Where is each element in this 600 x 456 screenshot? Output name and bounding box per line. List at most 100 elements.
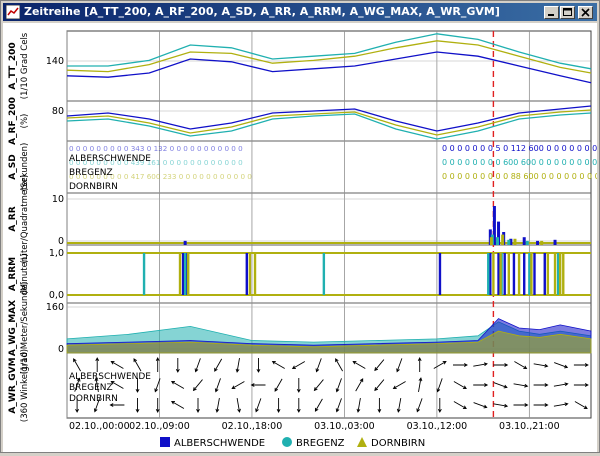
maximize-button[interactable]: [560, 6, 575, 19]
wind-arrow: [276, 398, 281, 413]
sd-station-label: ALBERSCHWENDE: [69, 154, 151, 164]
wind-arrow: [94, 377, 99, 392]
wind-arrow: [433, 361, 447, 369]
wind-arrow: [574, 401, 588, 409]
wind-arrow: [236, 398, 241, 413]
legend-triangle-icon: [357, 437, 367, 447]
plot-area: 0 0 0 0 0 0 0 0 0 343 0 132 0 0 0 0 0 0 …: [3, 23, 600, 452]
wind-arrow: [95, 357, 100, 372]
wind-arrow: [335, 378, 342, 393]
wind-arrow: [154, 378, 161, 393]
tt-line-bregenz: [67, 33, 592, 70]
sd-values-after: 0 0 0 0 0 0 0 5 0 112 600 0 0 0 0 0 0 0 …: [442, 144, 597, 153]
sd-station-label: BREGENZ: [69, 168, 113, 178]
wind-arrow: [194, 358, 201, 373]
wind-arrow: [133, 358, 142, 372]
wind-arrow: [355, 378, 364, 392]
rrm-event-bregenz: [183, 253, 187, 295]
panel-unit-sd: (Sekunden): [20, 143, 30, 192]
legend-label: DORNBIRN: [371, 438, 425, 449]
panel-unit-rr: (Liter/Quadratmeter): [20, 175, 30, 264]
panel-ylabel-sd: A_SD: [8, 154, 18, 179]
panel-unit-wg: (1/10 Meter/Sekunde): [20, 282, 30, 375]
wind-arrow: [453, 401, 467, 409]
maximize-icon: [563, 8, 572, 16]
rr-bar-dornbirn: [489, 237, 493, 245]
rrm-event-alberschwende: [523, 253, 526, 295]
wind-arrow: [533, 363, 549, 368]
wind-arrow: [417, 357, 422, 372]
rr-bar-dornbirn: [513, 238, 517, 245]
sd-values-before: 0 0 0 0 0 0 0 0 0 343 0 132 0 0 0 0 0 0 …: [69, 144, 243, 153]
wind-arrow: [573, 363, 589, 367]
rr-bar-alberschwende: [497, 221, 501, 245]
wind-arrow: [473, 362, 488, 367]
y-tick-label: 0,0: [49, 290, 64, 301]
legend-square-icon: [160, 437, 170, 447]
rrm-event-bregenz: [142, 253, 146, 295]
wind-arrow: [110, 381, 124, 389]
wind-arrow: [377, 398, 382, 413]
wind-arrow: [573, 383, 589, 387]
rr-bar-alberschwende: [536, 240, 540, 245]
panel-unit-wr: (360 Winkelgrad): [20, 349, 30, 422]
wind-arrow: [416, 398, 423, 413]
wind-arrow: [335, 358, 343, 372]
rr-bar-bregenz: [507, 239, 511, 245]
wind-arrow: [473, 402, 488, 409]
wind-arrow: [214, 378, 221, 393]
panel-ylabel-tt: A_TT_200: [8, 42, 18, 89]
rrm-event-alberschwende: [245, 253, 249, 295]
rrm-event-dornbirn: [562, 253, 565, 295]
wind-arrow: [296, 378, 301, 393]
close-icon: [581, 8, 590, 17]
rrm-event-dornbirn: [253, 253, 257, 295]
rf-line-bregenz: [66, 112, 592, 140]
wind-arrow: [170, 381, 185, 389]
wind-arrow: [291, 361, 306, 369]
rr-bar-alberschwende: [553, 239, 557, 245]
wind-arrow: [175, 358, 180, 373]
y-tick-label: 140: [46, 56, 64, 67]
legend-item-alberschwende[interactable]: ALBERSCHWENDE: [160, 437, 265, 449]
timeseries-chart: 0 0 0 0 0 0 0 0 0 343 0 132 0 0 0 0 0 0 …: [8, 30, 600, 449]
wind-arrow: [553, 382, 569, 387]
wind-arrow: [533, 383, 549, 387]
wind-arrow: [493, 403, 509, 408]
wind-arrow: [231, 381, 245, 389]
x-tick-label: 02.10.,09:00: [129, 421, 190, 432]
x-tick-label: 02.10.,18:00: [222, 421, 283, 432]
wind-arrow: [155, 398, 160, 413]
rrm-event-alberschwende: [543, 253, 546, 295]
wind-arrow: [513, 403, 529, 407]
y-tick-label: 1,0: [49, 248, 64, 259]
rrm-event-alberschwende: [489, 253, 492, 295]
title-bar[interactable]: Zeitreihe [A_TT_200, A_RF_200, A_SD, A_R…: [3, 3, 597, 21]
rrm-event-dornbirn: [558, 253, 562, 295]
panel-ylabel-wr: A_WR_GVM: [8, 357, 18, 413]
wind-arrow: [392, 381, 406, 389]
rf-line-alberschwende: [66, 105, 592, 132]
wind-arrow: [356, 398, 361, 413]
wind-arrow: [296, 398, 301, 413]
wind-arrow: [135, 398, 140, 413]
x-tick-label: 03.10.,21:00: [499, 421, 560, 432]
rrm-event-alberschwende: [533, 253, 536, 295]
sd-values-before: 0 0 0 0 0 0 0 0 0 417 600 233 0 0 0 0 0 …: [69, 172, 252, 181]
plot-frame: [66, 30, 592, 419]
app-chart-icon: [6, 5, 20, 19]
legend-label: BREGENZ: [296, 438, 345, 449]
wind-arrow: [335, 398, 342, 413]
window-title: Zeitreihe [A_TT_200, A_RF_200, A_SD, A_R…: [24, 5, 500, 18]
wind-arrow: [513, 383, 529, 388]
rr-bar-alberschwende: [522, 237, 526, 245]
wind-arrow: [418, 377, 423, 392]
close-button[interactable]: [578, 6, 593, 19]
legend-item-dornbirn[interactable]: DORNBIRN: [357, 437, 425, 449]
wind-arrow: [235, 358, 240, 373]
wind-arrow: [436, 378, 443, 393]
legend-item-bregenz[interactable]: BREGENZ: [282, 437, 345, 449]
legend-circle-icon: [282, 437, 292, 447]
minimize-button[interactable]: [544, 6, 559, 19]
